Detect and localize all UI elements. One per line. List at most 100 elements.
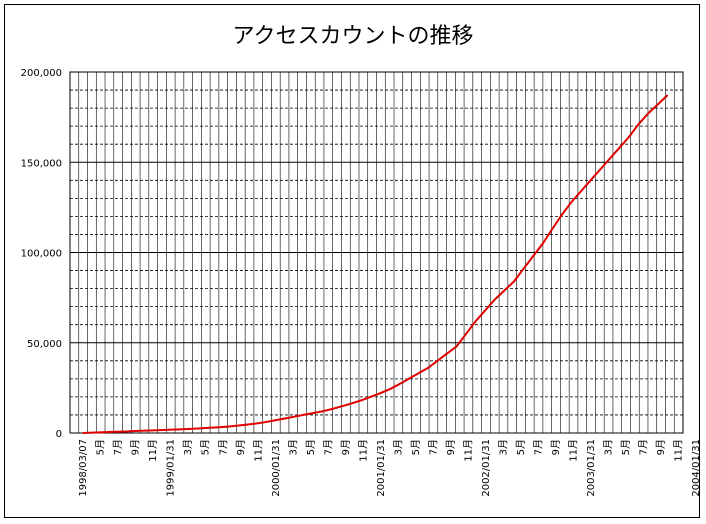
x-tick-label: 11月 <box>462 439 474 462</box>
x-tick-label: 11月 <box>357 439 369 462</box>
data-point <box>235 424 238 427</box>
data-point <box>331 408 333 410</box>
data-point <box>369 396 372 398</box>
x-tick-label: 11月 <box>147 439 159 462</box>
x-tick-label: 2003/01/31 <box>586 439 597 497</box>
data-point <box>321 410 324 413</box>
data-point <box>292 415 295 418</box>
chart-title: アクセスカウントの推移 <box>232 24 474 49</box>
data-point <box>656 103 659 106</box>
plot-border <box>69 71 684 434</box>
x-tick-label: 5月 <box>620 439 632 455</box>
data-point <box>532 255 535 258</box>
data-point <box>417 372 420 375</box>
x-tick-label: 7月 <box>217 439 229 455</box>
y-tick-label: 50,000 <box>27 339 62 350</box>
data-point <box>206 427 209 429</box>
data-point <box>149 429 152 432</box>
data-point <box>570 201 573 203</box>
x-tick-label: 2001/01/31 <box>376 439 387 497</box>
x-tick-label: 1999/01/31 <box>166 439 177 497</box>
data-point <box>446 352 448 355</box>
data-point <box>312 412 314 415</box>
data-point <box>379 392 381 395</box>
y-tick-label: 100,000 <box>21 249 62 260</box>
data-point <box>647 112 649 115</box>
data-point <box>493 298 496 301</box>
x-tick-label: 5月 <box>200 439 212 455</box>
data-point <box>273 419 276 422</box>
data-point <box>110 431 113 433</box>
x-tick-label: 2000/01/31 <box>271 439 282 497</box>
data-point <box>398 383 401 386</box>
data-point <box>101 431 104 434</box>
x-tick-label: 7月 <box>112 439 124 455</box>
y-tick-label: 200,000 <box>21 68 62 79</box>
data-point <box>474 320 477 322</box>
x-tick-label: 9月 <box>445 439 457 455</box>
data-point <box>407 377 410 380</box>
data-point <box>426 367 429 369</box>
data-point <box>580 190 582 193</box>
data-point <box>455 345 458 348</box>
series-line <box>83 94 668 434</box>
data-point <box>350 402 353 405</box>
data-point <box>302 414 305 416</box>
data-point <box>130 430 132 433</box>
data-point <box>168 428 171 431</box>
data-point <box>340 405 343 408</box>
data-point <box>484 309 487 312</box>
x-tick-label: 2002/01/31 <box>481 439 492 497</box>
data-point <box>82 432 85 434</box>
data-point <box>158 429 161 432</box>
data-point <box>388 388 391 391</box>
data-point <box>628 136 630 138</box>
y-tick-label: 150,000 <box>21 158 62 169</box>
x-tick-label: 9月 <box>130 439 142 455</box>
data-point <box>225 425 228 428</box>
data-point <box>245 423 247 426</box>
x-tick-label: 5月 <box>95 439 107 455</box>
data-point <box>283 417 286 420</box>
x-tick-label: 1998/03/07 <box>78 439 89 497</box>
data-point <box>465 332 468 335</box>
data-point <box>599 168 602 171</box>
data-point <box>551 228 554 230</box>
data-point <box>608 157 611 160</box>
data-point <box>187 428 190 430</box>
x-tick-label: 9月 <box>340 439 352 455</box>
data-point <box>216 426 219 429</box>
data-point <box>522 267 525 270</box>
x-tick-label: 3月 <box>603 439 615 455</box>
x-tick-label: 7月 <box>638 439 650 455</box>
y-tick-label: 0 <box>56 429 62 440</box>
x-tick-label: 3月 <box>497 439 509 455</box>
x-tick-label: 3月 <box>182 439 194 455</box>
data-point <box>503 289 506 292</box>
x-tick-label: 2004/01/31 <box>691 439 702 497</box>
data-point <box>359 399 362 402</box>
x-tick-label: 11月 <box>568 439 580 462</box>
x-tick-label: 9月 <box>655 439 667 455</box>
x-tick-label: 11月 <box>673 439 685 462</box>
x-tick-label: 5月 <box>410 439 422 455</box>
x-tick-label: 7月 <box>427 439 439 455</box>
data-point <box>91 431 94 434</box>
data-point <box>666 94 669 97</box>
x-tick-label: 9月 <box>235 439 247 455</box>
data-point <box>618 146 621 149</box>
data-point <box>177 428 180 431</box>
x-tick-label: 11月 <box>252 439 264 462</box>
x-tick-label: 7月 <box>322 439 334 455</box>
data-point <box>561 213 563 216</box>
x-tick-label: 5月 <box>305 439 317 455</box>
data-point <box>139 429 142 432</box>
data-point <box>513 280 515 283</box>
data-point <box>541 242 544 245</box>
data-point <box>254 422 257 425</box>
x-tick-label: 7月 <box>533 439 545 455</box>
x-tick-label: 9月 <box>550 439 562 455</box>
x-tick-label: 3月 <box>392 439 404 455</box>
data-point <box>264 421 266 424</box>
